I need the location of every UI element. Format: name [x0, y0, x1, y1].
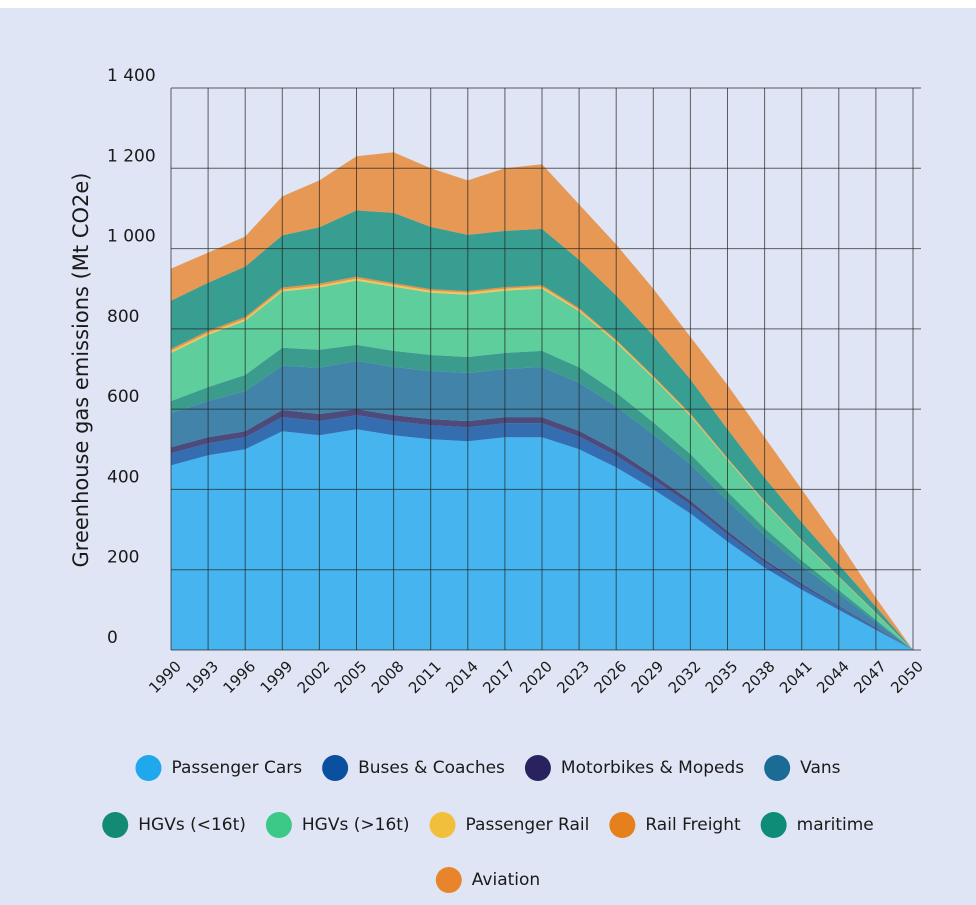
y-axis-label: Greenhouse gas emissions (Mt CO2e): [69, 172, 93, 567]
top-border: [0, 0, 976, 8]
y-tick-label: 200: [107, 548, 139, 568]
y-tick-label: 1 200: [107, 146, 156, 166]
legend-swatch: [764, 755, 791, 781]
legend-label: HGVs (>16t): [302, 815, 410, 835]
legend-swatch: [322, 755, 349, 781]
legend-label: Motorbikes & Mopeds: [561, 758, 744, 778]
legend-swatch: [135, 755, 162, 781]
legend-label: HGVs (<16t): [138, 815, 246, 835]
legend-swatch: [760, 812, 787, 838]
y-tick-label: 800: [107, 307, 139, 327]
y-tick-label: 0: [107, 628, 118, 648]
legend-label: Passenger Rail: [466, 815, 590, 835]
legend-row: Aviation: [435, 867, 540, 893]
y-tick-label: 1 000: [107, 227, 156, 247]
y-tick-label: 600: [107, 387, 139, 407]
legend-label: Passenger Cars: [171, 758, 302, 778]
y-tick-label: 1 400: [107, 66, 156, 86]
legend-swatch: [524, 755, 551, 781]
legend-row: Passenger Cars Buses & Coaches Motorbikes …: [135, 755, 841, 781]
legend-swatch: [102, 812, 129, 838]
legend-swatch: [429, 812, 456, 838]
legend-label: maritime: [797, 815, 874, 835]
legend-label: Rail Freight: [645, 815, 741, 835]
legend-label: Aviation: [472, 870, 540, 890]
legend-swatch: [435, 867, 462, 893]
legend-swatch: [265, 812, 292, 838]
legend-row: HGVs (<16t) HGVs (>16t) Passenger Rail Rail…: [102, 812, 874, 838]
y-tick-label: 400: [107, 467, 139, 487]
legend-label: Vans: [800, 758, 841, 778]
legend-label: Buses & Coaches: [358, 758, 505, 778]
legend-swatch: [609, 812, 636, 838]
